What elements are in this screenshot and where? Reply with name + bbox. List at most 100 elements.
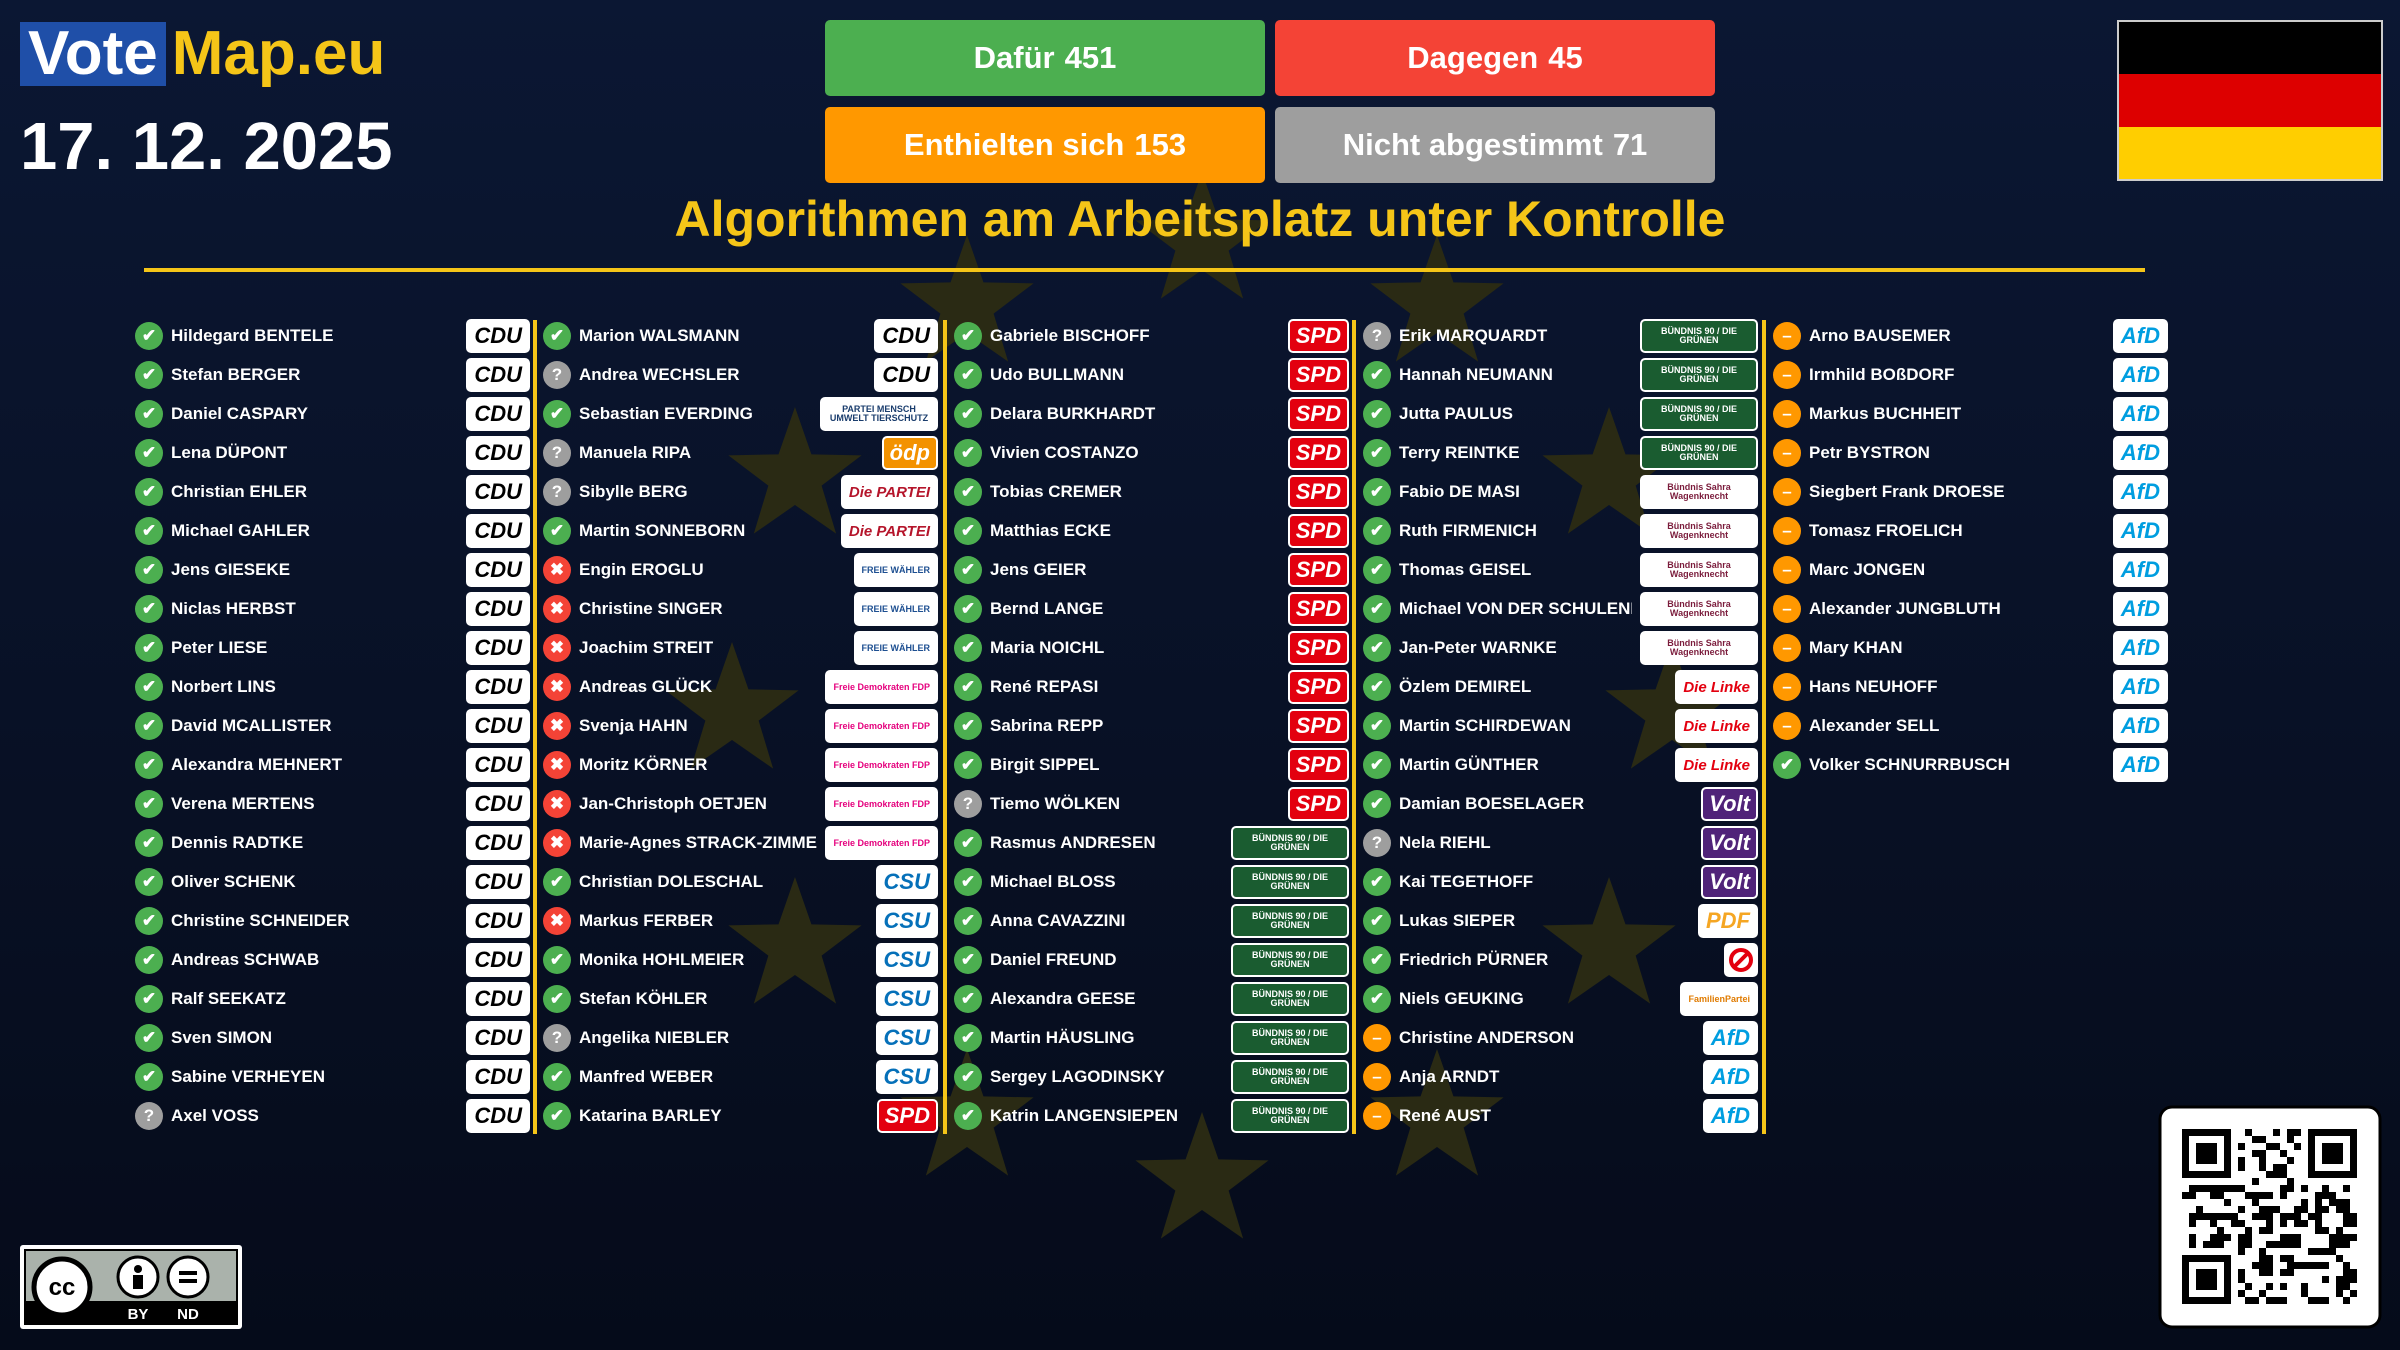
party-logo: CDU [466, 592, 530, 626]
member-name: Andrea WECHSLER [579, 365, 740, 384]
member-row: ✔ Thomas GEISEL Bündnis Sahra Wagenknecht [1363, 552, 1758, 588]
member-name: Rasmus ANDRESEN [990, 833, 1156, 852]
vote-icon: ✔ [135, 790, 163, 818]
member-row: ✔ Maria NOICHL SPD [954, 630, 1349, 666]
vote-icon: ✔ [543, 1102, 571, 1130]
vote-icon: ✔ [1363, 439, 1391, 467]
party-logo: ödp [881, 436, 938, 470]
member-name: Sebastian EVERDING [579, 404, 753, 423]
party-logo: CSU [875, 1021, 938, 1055]
member-name: Jens GIESEKE [171, 560, 291, 579]
member-row: ✔ Sven SIMON CDU [135, 1020, 530, 1056]
vote-icon: – [1773, 478, 1801, 506]
member-name: Hans NEUHOFF [1809, 677, 1938, 696]
member-name: Ruth FIRMENICH [1399, 521, 1537, 540]
member-name: Christine SCHNEIDER [171, 911, 350, 930]
member-name: Friedrich PÜRNER [1399, 950, 1549, 969]
member-row: ✖ Engin EROGLU FREIE WÄHLER [543, 552, 938, 588]
member-row: ✔ Tobias CREMER SPD [954, 474, 1349, 510]
vote-icon: ✔ [1363, 985, 1391, 1013]
vote-icon: ✔ [1363, 712, 1391, 740]
party-logo: BÜNDNIS 90 / DIE GRÜNEN [1640, 436, 1758, 470]
member-name: Dennis RADTKE [171, 833, 304, 852]
member-name: Martin HÄUSLING [990, 1028, 1135, 1047]
member-name: Niclas HERBST [171, 599, 296, 618]
member-name: Jens GEIER [990, 560, 1087, 579]
vote-icon: ✔ [954, 478, 982, 506]
member-name: Jutta PAULUS [1399, 404, 1513, 423]
party-logo: AfD [1702, 1021, 1758, 1055]
party-logo: SPD [1287, 319, 1349, 353]
party-logo: SPD [1287, 514, 1349, 548]
result-label: Dagegen [1407, 40, 1539, 75]
vote-icon: ✔ [1363, 673, 1391, 701]
member-name: Sibylle BERG [579, 482, 688, 501]
vote-icon: ✔ [954, 985, 982, 1013]
member-row: ? Nela RIEHL Volt [1363, 825, 1758, 861]
member-row: ✔ Lukas SIEPER PDF [1363, 903, 1758, 939]
member-row: ✔ Alexandra GEESE BÜNDNIS 90 / DIE GRÜNEN [954, 981, 1349, 1017]
result-label: Dafür [973, 40, 1055, 75]
vote-icon: ✔ [1363, 517, 1391, 545]
member-row: – Markus BUCHHEIT AfD [1773, 396, 2168, 432]
member-row: ✔ Kai TEGETHOFF Volt [1363, 864, 1758, 900]
party-logo: CDU [466, 397, 530, 431]
member-name: Monika HOHLMEIER [579, 950, 745, 969]
cc-nd: ND [177, 1306, 199, 1323]
party-logo: AfD [2112, 358, 2168, 392]
member-name: Anna CAVAZZINI [990, 911, 1126, 930]
member-row: – Mary KHAN AfD [1773, 630, 2168, 666]
vote-icon: ✖ [543, 751, 571, 779]
vote-icon: ? [543, 1024, 571, 1052]
party-logo: Freie Demokraten FDP [825, 787, 938, 821]
party-logo: CDU [466, 904, 530, 938]
vote-icon: – [1773, 595, 1801, 623]
party-logo: SPD [1287, 553, 1349, 587]
member-row: ✔ Sabrina REPP SPD [954, 708, 1349, 744]
member-row: – René AUST AfD [1363, 1098, 1758, 1134]
vote-icon: ✔ [135, 556, 163, 584]
member-row: ✔ Bernd LANGE SPD [954, 591, 1349, 627]
vote-icon: ✔ [1773, 751, 1801, 779]
vote-icon: ✔ [135, 517, 163, 545]
member-row: ✔ Martin SONNEBORN Die PARTEI [543, 513, 938, 549]
member-row: ✔ Niels GEUKING FamilienPartei [1363, 981, 1758, 1017]
vote-icon: ? [543, 439, 571, 467]
vote-title: Algorithmen am Arbeitsplatz unter Kontro… [674, 191, 1726, 247]
vote-icon: ✔ [135, 439, 163, 467]
vote-icon: ✔ [1363, 868, 1391, 896]
vote-icon: ? [1363, 829, 1391, 857]
vote-icon: ✔ [1363, 751, 1391, 779]
vote-icon: ✔ [954, 946, 982, 974]
member-row: ✔ Anna CAVAZZINI BÜNDNIS 90 / DIE GRÜNEN [954, 903, 1349, 939]
vote-icon: ✔ [135, 907, 163, 935]
party-logo: SPD [1287, 631, 1349, 665]
member-name: Michael GAHLER [171, 521, 310, 540]
member-row: ✔ Terry REINTKE BÜNDNIS 90 / DIE GRÜNEN [1363, 435, 1758, 471]
member-name: Niels GEUKING [1399, 989, 1524, 1008]
vote-icon: ✔ [954, 322, 982, 350]
member-name: Alexander SELL [1809, 716, 1940, 735]
member-name: Svenja HAHN [579, 716, 688, 735]
member-row: ✔ Dennis RADTKE CDU [135, 825, 530, 861]
vote-icon: ✔ [135, 946, 163, 974]
vote-icon: – [1773, 712, 1801, 740]
party-logo: CDU [466, 631, 530, 665]
member-name: Ralf SEEKATZ [171, 989, 286, 1008]
logo-map: Map.eu [171, 19, 386, 88]
member-name: René REPASI [990, 677, 1099, 696]
party-logo: CDU [466, 748, 530, 782]
vote-icon: ✔ [954, 361, 982, 389]
party-logo: Bündnis Sahra Wagenknecht [1640, 475, 1758, 509]
party-logo: SPD [1287, 436, 1349, 470]
vote-icon: – [1773, 439, 1801, 467]
member-name: Anja ARNDT [1399, 1067, 1500, 1086]
member-row: ? Sibylle BERG Die PARTEI [543, 474, 938, 510]
member-row: ✖ Andreas GLÜCK Freie Demokraten FDP [543, 669, 938, 705]
member-row: ? Angelika NIEBLER CSU [543, 1020, 938, 1056]
member-row: – Alexander SELL AfD [1773, 708, 2168, 744]
party-logo: AfD [2112, 748, 2168, 782]
vote-icon: ? [1363, 322, 1391, 350]
party-logo: Volt [1701, 787, 1758, 821]
